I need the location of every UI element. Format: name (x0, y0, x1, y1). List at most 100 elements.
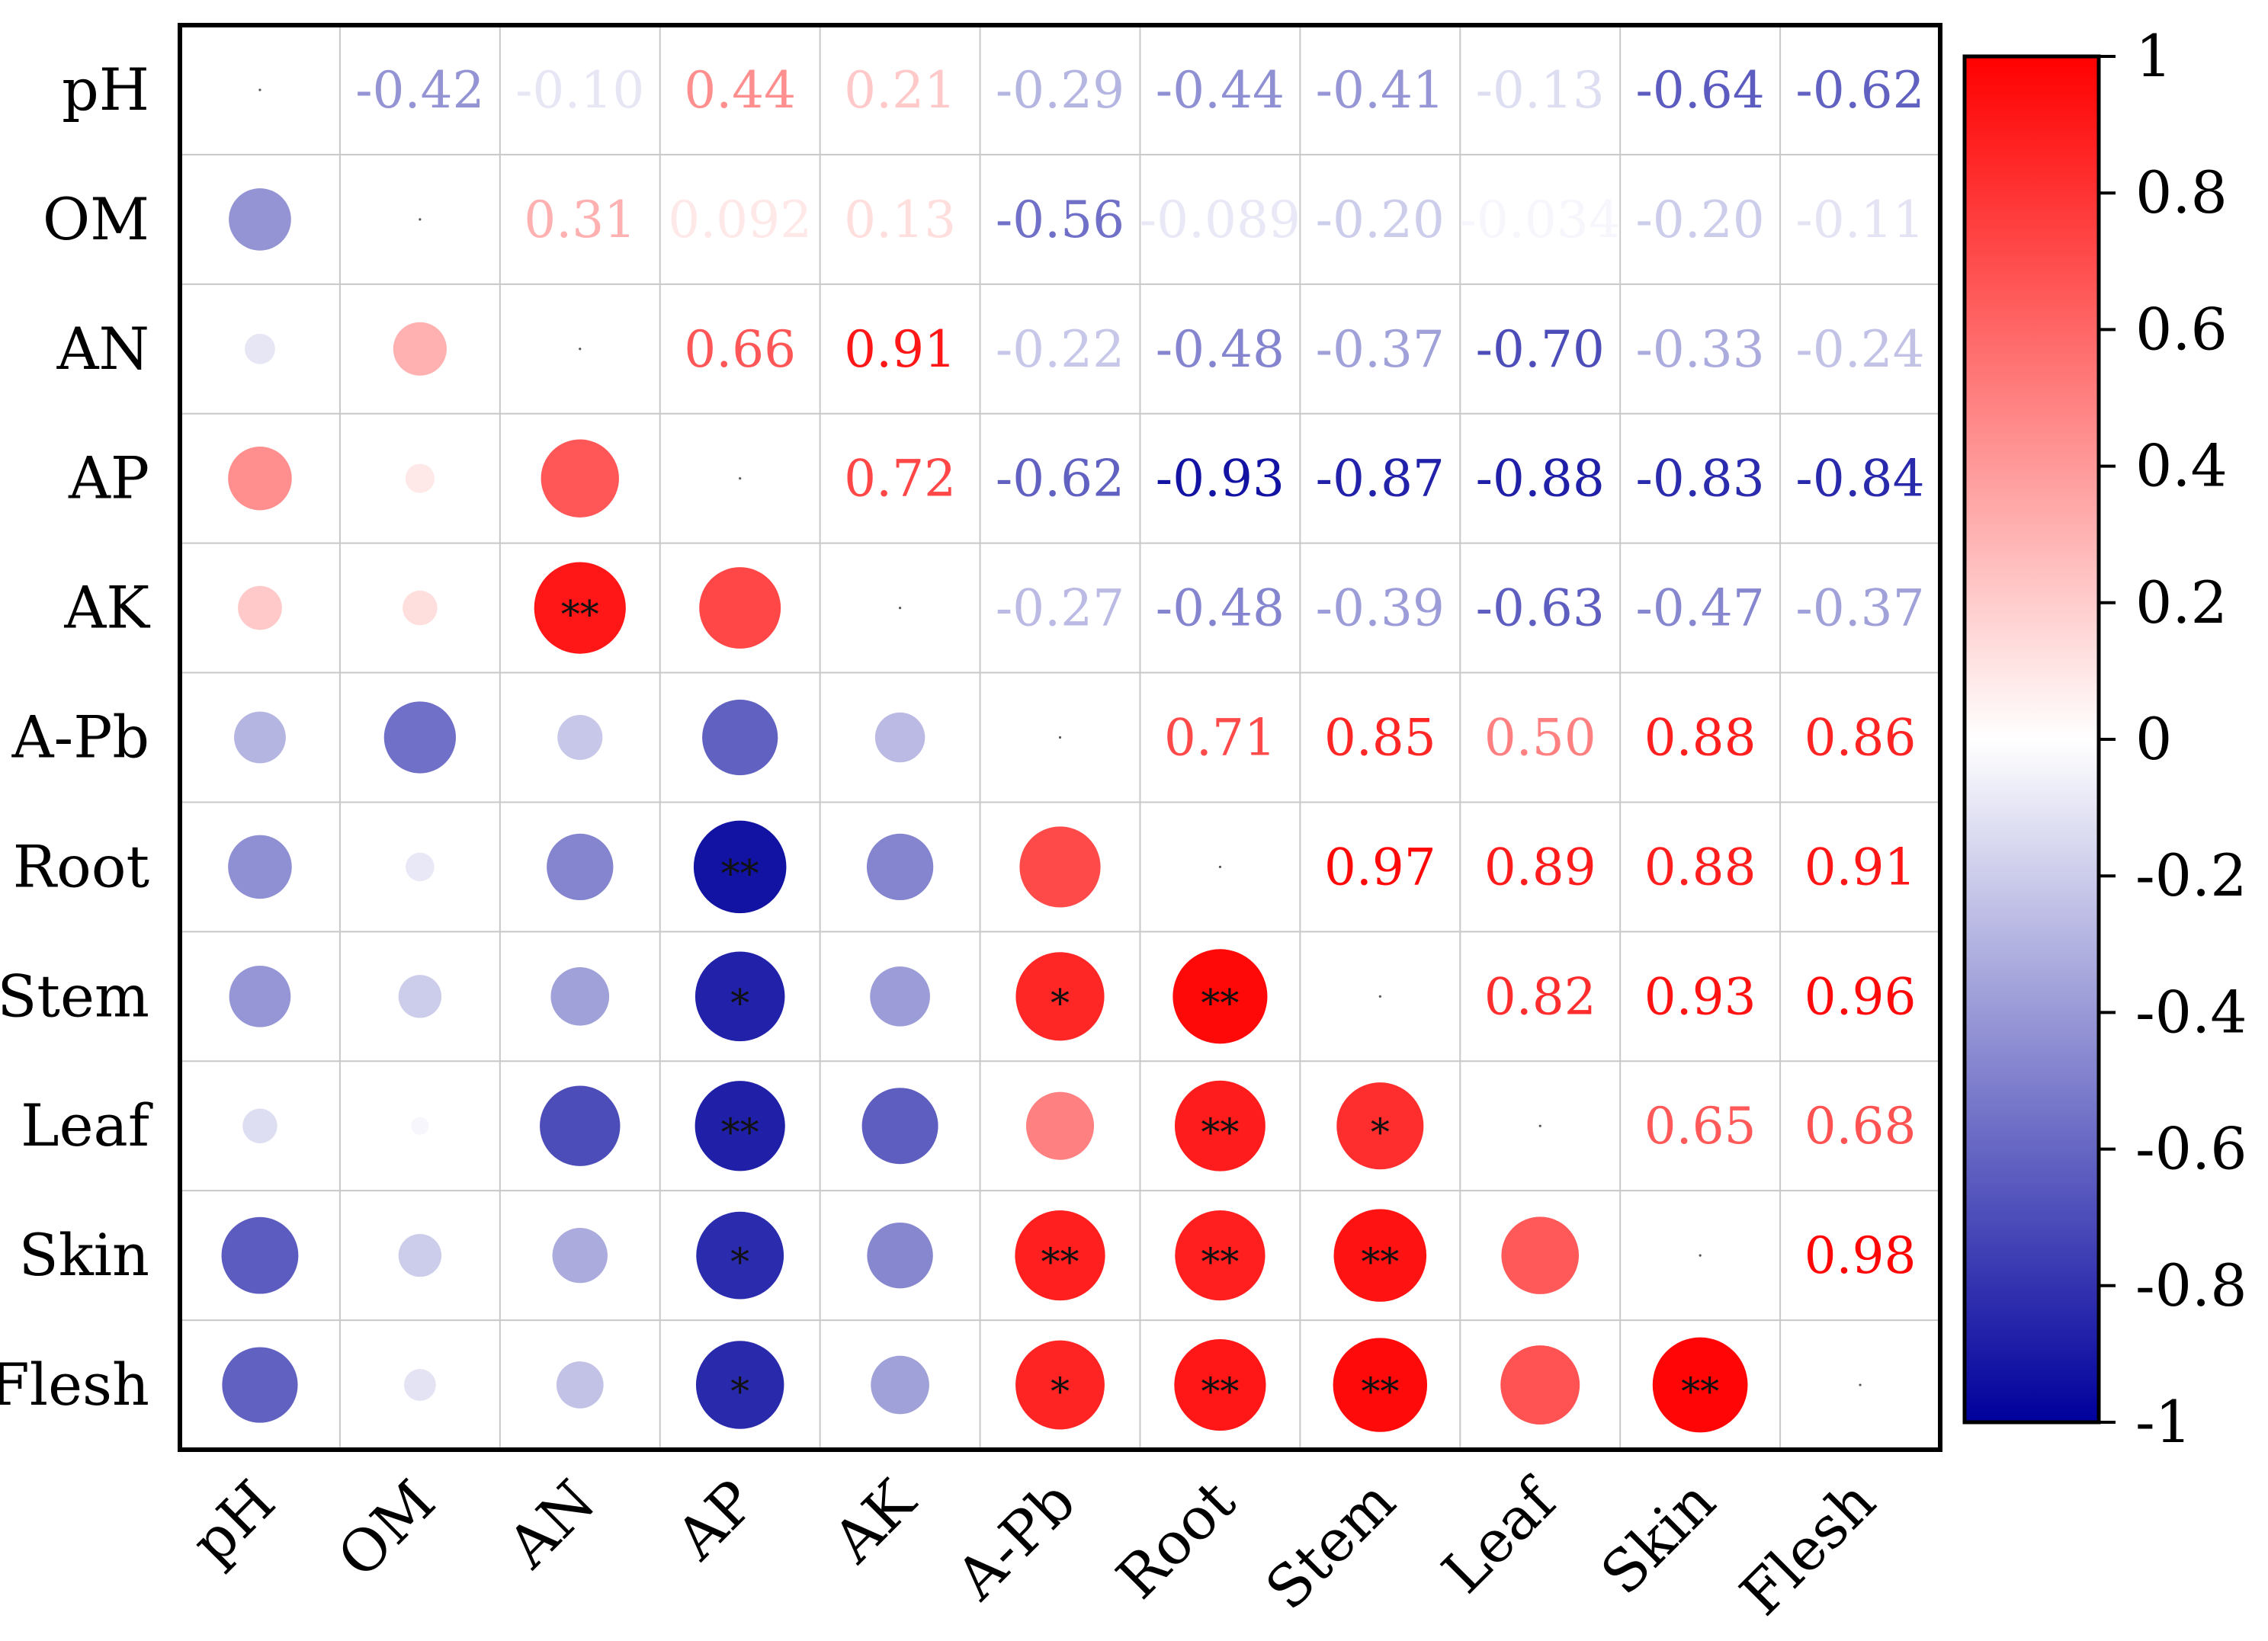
row-label: OM (43, 185, 149, 253)
significance-mark: * (730, 1370, 749, 1414)
correlation-circle (867, 1222, 933, 1289)
colorbar-tick-label: 1 (2135, 22, 2172, 90)
column-label: Root (1103, 1467, 1248, 1612)
correlation-value-label: 0.21 (844, 61, 956, 120)
correlation-circle (1175, 1210, 1266, 1301)
correlation-circle (534, 562, 626, 654)
correlation-value-label: 0.98 (1804, 1226, 1917, 1285)
correlation-value-label: -0.20 (1316, 191, 1445, 249)
correlation-value-label: 0.86 (1804, 709, 1917, 768)
correlation-value-label: -0.39 (1316, 579, 1445, 638)
correlation-circle (556, 1361, 604, 1409)
column-label: Flesh (1727, 1467, 1888, 1628)
correlation-value-label: -0.034 (1460, 191, 1621, 249)
column-label: Leaf (1429, 1464, 1571, 1606)
correlation-circle (1015, 952, 1105, 1041)
correlation-circle (552, 1227, 608, 1284)
significance-mark: ** (1201, 1111, 1239, 1155)
correlation-value-label: 0.68 (1804, 1097, 1917, 1155)
correlation-circle (1174, 1080, 1266, 1171)
colorbar-tick-label: -1 (2135, 1388, 2192, 1456)
correlation-circle (866, 833, 934, 901)
correlation-value-label: 0.88 (1644, 709, 1756, 768)
correlation-circle (1501, 1216, 1580, 1294)
correlation-value-label: 0.97 (1324, 838, 1436, 896)
correlation-circle (234, 711, 286, 764)
correlation-circle (1500, 1345, 1580, 1425)
diagonal-dot (1058, 736, 1062, 739)
correlation-value-label: -0.93 (1156, 450, 1285, 508)
correlation-value-label: -0.47 (1636, 579, 1765, 638)
column-label: AP (662, 1467, 768, 1573)
correlation-circle (870, 966, 930, 1027)
correlation-circle (221, 1216, 299, 1294)
correlation-value-label: 0.96 (1804, 967, 1917, 1026)
diagonal-dot (898, 606, 902, 610)
colorbar-tick-label: -0.6 (2135, 1115, 2247, 1183)
correlation-circle (398, 975, 442, 1018)
correlation-value-label: -0.56 (996, 191, 1124, 249)
row-label: AN (56, 315, 149, 383)
correlation-circle (229, 188, 291, 251)
correlation-value-label: 0.092 (668, 191, 812, 249)
correlation-circle (702, 699, 778, 776)
correlation-circle (238, 585, 282, 630)
diagonal-dot (579, 348, 582, 351)
row-label: pH (62, 56, 149, 123)
correlation-circle (871, 1355, 929, 1415)
correlation-circle (242, 1108, 277, 1143)
colorbar-tick-label: -0.8 (2135, 1252, 2247, 1319)
significance-mark: * (730, 1240, 749, 1284)
correlation-circle (398, 1233, 442, 1277)
correlation-value-label: -0.48 (1156, 579, 1285, 638)
correlation-value-label: 0.71 (1164, 709, 1276, 768)
diagonal-dot (1538, 1124, 1541, 1127)
column-label: AK (820, 1466, 929, 1575)
correlation-value-label: 0.82 (1484, 967, 1596, 1026)
correlation-value-label: 0.31 (524, 191, 636, 249)
correlation-value-label: 0.66 (684, 320, 796, 379)
correlation-value-label: 0.50 (1484, 709, 1596, 768)
correlation-circle (229, 965, 291, 1027)
correlation-circle (699, 567, 781, 649)
correlation-circle (411, 1117, 429, 1135)
correlation-circle (405, 463, 435, 493)
significance-mark: * (1371, 1111, 1390, 1155)
correlation-value-label: 0.93 (1644, 967, 1756, 1026)
correlation-circle (541, 439, 619, 518)
significance-mark: ** (1361, 1370, 1399, 1414)
correlation-circle (861, 1088, 938, 1165)
correlation-circle (1333, 1209, 1427, 1302)
correlation-circle (1172, 949, 1268, 1044)
significance-mark: ** (1041, 1240, 1079, 1284)
significance-mark: * (1051, 1370, 1070, 1414)
correlation-circle (695, 1081, 785, 1171)
row-label: Leaf (21, 1091, 153, 1159)
correlation-value-label: 0.91 (844, 320, 956, 379)
correlation-circle (228, 835, 292, 899)
correlation-circle (228, 446, 292, 511)
correlation-value-label: -0.70 (1476, 320, 1605, 379)
correlation-value-label: -0.64 (1636, 61, 1765, 120)
correlation-circle (1333, 1338, 1428, 1432)
colorbar-tick-label: 0 (2135, 705, 2172, 773)
diagonal-dot (1378, 995, 1381, 998)
plot-frame (178, 23, 1942, 1452)
colorbar-tick-label: 0.4 (2135, 432, 2228, 500)
correlation-circle (547, 833, 614, 901)
correlation-value-label: -0.37 (1316, 320, 1445, 379)
correlation-circle (557, 714, 603, 761)
significance-mark: * (730, 981, 749, 1025)
colorbar-tick-label: 0.2 (2135, 569, 2228, 636)
correlation-value-label: -0.20 (1636, 191, 1765, 249)
correlation-value-label: 0.89 (1484, 838, 1596, 896)
column-label: Skin (1588, 1467, 1728, 1607)
column-label: pH (178, 1467, 287, 1577)
column-label: OM (325, 1467, 448, 1591)
column-label: AN (494, 1467, 608, 1581)
colorbar-tick-label: -0.4 (2135, 978, 2247, 1046)
diagonal-dot (1699, 1254, 1702, 1257)
correlation-value-label: -0.10 (515, 61, 644, 120)
correlation-value-label: 0.44 (684, 61, 796, 120)
